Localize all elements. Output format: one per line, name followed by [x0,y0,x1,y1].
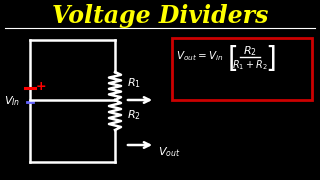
Bar [172,38,312,100]
Text: $V_{out} = V_{in}$: $V_{out} = V_{in}$ [176,49,223,63]
Text: $R_1$: $R_1$ [127,76,141,90]
Text: $R_2$: $R_2$ [243,44,257,58]
Text: Voltage Dividers: Voltage Dividers [52,4,268,28]
Text: $V_{out}$: $V_{out}$ [158,145,180,159]
Text: +: + [36,80,47,93]
Text: $]$: $]$ [265,43,275,73]
Text: $R_2$: $R_2$ [127,108,141,122]
Text: $R_1 + R_2$: $R_1 + R_2$ [232,58,268,72]
Text: $[$: $[$ [227,43,237,73]
Text: $V_{In}$: $V_{In}$ [4,94,20,108]
